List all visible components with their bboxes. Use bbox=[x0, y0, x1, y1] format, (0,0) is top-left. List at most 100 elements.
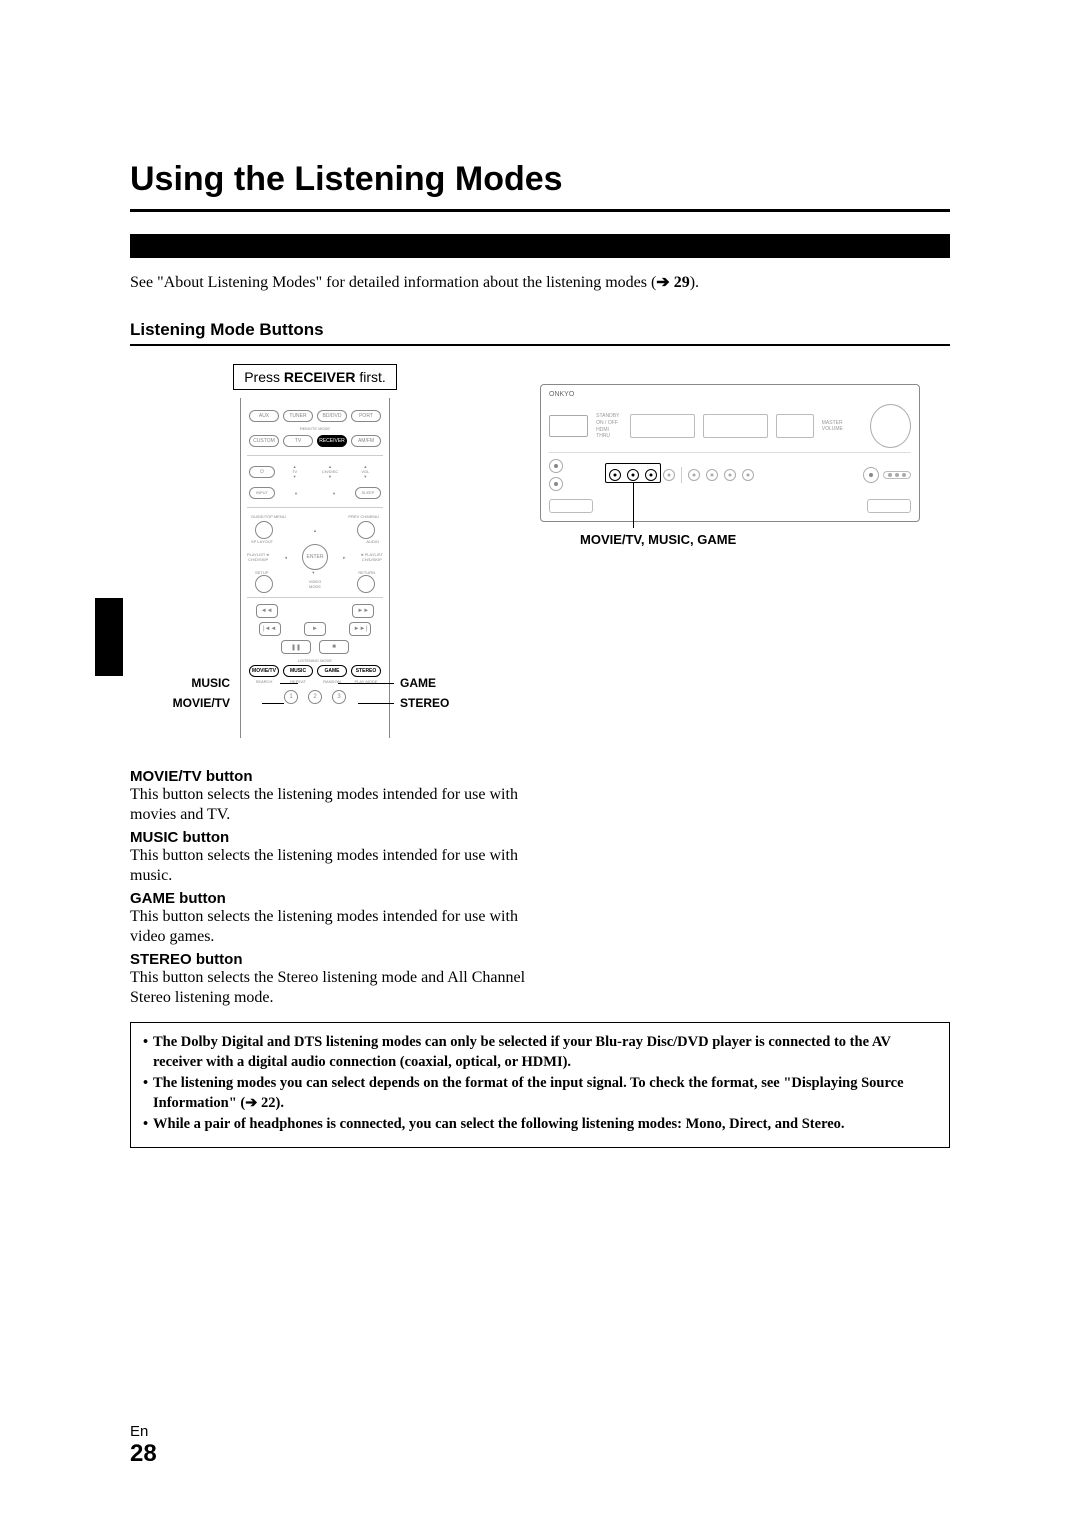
callout-game-line bbox=[338, 683, 394, 684]
remote-stop-btn: ■ bbox=[319, 640, 349, 654]
descriptions: MOVIE/TV button This button selects the … bbox=[130, 768, 530, 1008]
remote-num-1: 1 bbox=[284, 690, 298, 704]
note-2-ref: 22 bbox=[261, 1095, 276, 1111]
remote-btn-receiver: RECEIVER bbox=[317, 435, 347, 447]
device-plate-3 bbox=[776, 414, 813, 438]
remote-body: AUX TUNER BD/DVD PORT REMOTE MODE CUSTOM… bbox=[240, 398, 390, 738]
note-3: While a pair of headphones is connected,… bbox=[143, 1115, 937, 1135]
device-dot-3 bbox=[902, 473, 906, 477]
intro-arrow: ➔ bbox=[656, 274, 673, 291]
sub-rule bbox=[130, 344, 950, 346]
side-tab bbox=[95, 598, 123, 676]
remote-btn-tuner: TUNER bbox=[283, 410, 313, 422]
note-1: The Dolby Digital and DTS listening mode… bbox=[143, 1033, 937, 1072]
device-indicator-line bbox=[633, 483, 634, 528]
intro-text: See "About Listening Modes" for detailed… bbox=[130, 272, 950, 292]
remote-btn-amfm: AM/FM bbox=[351, 435, 381, 447]
remote-rew-btn: ◄◄ bbox=[256, 604, 278, 618]
remote-btn-aux: AUX bbox=[249, 410, 279, 422]
remote-ff-btn: ►► bbox=[352, 604, 374, 618]
remote-prev-btn: |◄◄ bbox=[259, 622, 281, 636]
remote-play-btn: ► bbox=[304, 622, 326, 636]
notes-box: The Dolby Digital and DTS listening mode… bbox=[130, 1022, 950, 1148]
desc-text-music: This button selects the listening modes … bbox=[130, 846, 530, 886]
remote-mode-row: MOVIE/TV MUSIC GAME STEREO bbox=[241, 663, 389, 679]
remote-num-3: 3 bbox=[332, 690, 346, 704]
desc-text-stereo: This button selects the Stereo listening… bbox=[130, 968, 530, 1008]
remote-btn-tv: TV bbox=[283, 435, 313, 447]
remote-next-btn: ►►| bbox=[349, 622, 371, 636]
device-grey-btn-1 bbox=[663, 469, 675, 481]
desc-head-stereo: STEREO button bbox=[130, 951, 530, 968]
device-plate-2 bbox=[703, 414, 768, 438]
remote-movietv-btn: MOVIE/TV bbox=[249, 665, 279, 677]
desc-head-movietv: MOVIE/TV button bbox=[130, 768, 530, 785]
device-figure: ONKYO STANDBYON / OFFHDMI THRU MASTER VO… bbox=[540, 364, 950, 738]
intro-prefix: See "About Listening Modes" for detailed… bbox=[130, 274, 656, 291]
subheading: Listening Mode Buttons bbox=[130, 320, 950, 340]
remote-menu-btn bbox=[357, 521, 375, 539]
remote-setup-btn bbox=[255, 575, 273, 593]
device-caption: MOVIE/TV, MUSIC, GAME bbox=[580, 532, 950, 547]
device-volume-dial bbox=[870, 404, 911, 448]
device-dot-1 bbox=[888, 473, 892, 477]
device-mode-buttons bbox=[609, 467, 754, 483]
press-receiver-first-box: Press RECEIVER first. bbox=[233, 364, 397, 390]
device-grey-btn-5 bbox=[742, 469, 754, 481]
device-brand: ONKYO bbox=[549, 391, 574, 398]
press-first-pre: Press bbox=[244, 369, 284, 385]
remote-btn-custom: CUSTOM bbox=[249, 435, 279, 447]
remote-return-btn bbox=[357, 575, 375, 593]
device-flap-right bbox=[867, 499, 911, 513]
press-first-bold: RECEIVER bbox=[284, 369, 356, 385]
page-footer: En 28 bbox=[130, 1423, 157, 1468]
intro-ref: 29 bbox=[674, 274, 690, 291]
callout-movietv-line bbox=[262, 703, 284, 704]
device-movietv-btn bbox=[609, 469, 621, 481]
remote-guide-btn bbox=[255, 521, 273, 539]
callout-stereo-line bbox=[358, 703, 394, 704]
device-jack-2 bbox=[549, 477, 563, 491]
desc-head-music: MUSIC button bbox=[130, 829, 530, 846]
remote-second-row: CUSTOM TV RECEIVER AM/FM bbox=[241, 431, 389, 451]
device-grey-btn-4 bbox=[724, 469, 736, 481]
device-music-btn bbox=[627, 469, 639, 481]
device-body: ONKYO STANDBYON / OFFHDMI THRU MASTER VO… bbox=[540, 384, 920, 522]
footer-page-number: 28 bbox=[130, 1440, 157, 1468]
remote-sleep-pill: SLEEP bbox=[355, 487, 381, 499]
section-black-bar bbox=[130, 234, 950, 258]
remote-top-row: AUX TUNER BD/DVD PORT bbox=[241, 406, 389, 426]
remote-btn-bddvd: BD/DVD bbox=[317, 410, 347, 422]
figure-row: Press RECEIVER first. AUX TUNER BD/DVD P… bbox=[130, 364, 950, 738]
remote-stereo-btn: STEREO bbox=[351, 665, 381, 677]
device-grey-btn-3 bbox=[706, 469, 718, 481]
device-jack-1 bbox=[549, 459, 563, 473]
note-2-post: ). bbox=[276, 1095, 284, 1111]
device-flap-left bbox=[549, 499, 593, 513]
remote-pause-btn: ❚❚ bbox=[281, 640, 311, 654]
desc-text-game: This button selects the listening modes … bbox=[130, 907, 530, 947]
press-first-post: first. bbox=[355, 369, 385, 385]
note-2: The listening modes you can select depen… bbox=[143, 1074, 937, 1113]
device-standby-text: STANDBYON / OFFHDMI THRU bbox=[596, 413, 622, 439]
callout-music: MUSIC bbox=[191, 676, 230, 690]
footer-lang: En bbox=[130, 1423, 157, 1440]
remote-power-pill: ⏻ bbox=[249, 466, 275, 478]
callout-music-line bbox=[280, 683, 298, 684]
remote-num-2: 2 bbox=[308, 690, 322, 704]
callout-game: GAME bbox=[400, 676, 436, 690]
remote-lbl-search: SEARCH bbox=[247, 679, 281, 684]
device-grey-btn-2 bbox=[688, 469, 700, 481]
note-2-arrow: ➔ bbox=[245, 1095, 261, 1111]
desc-text-movietv: This button selects the listening modes … bbox=[130, 785, 530, 825]
remote-input-pill: INPUT bbox=[249, 487, 275, 499]
remote-figure: Press RECEIVER first. AUX TUNER BD/DVD P… bbox=[130, 364, 500, 738]
device-jack-3 bbox=[863, 467, 879, 483]
callout-stereo: STEREO bbox=[400, 696, 449, 710]
remote-game-btn: GAME bbox=[317, 665, 347, 677]
device-display bbox=[549, 415, 588, 437]
remote-btn-port: PORT bbox=[351, 410, 381, 422]
title-rule bbox=[130, 209, 950, 212]
intro-suffix: ). bbox=[690, 274, 699, 291]
device-plate-1 bbox=[630, 414, 695, 438]
